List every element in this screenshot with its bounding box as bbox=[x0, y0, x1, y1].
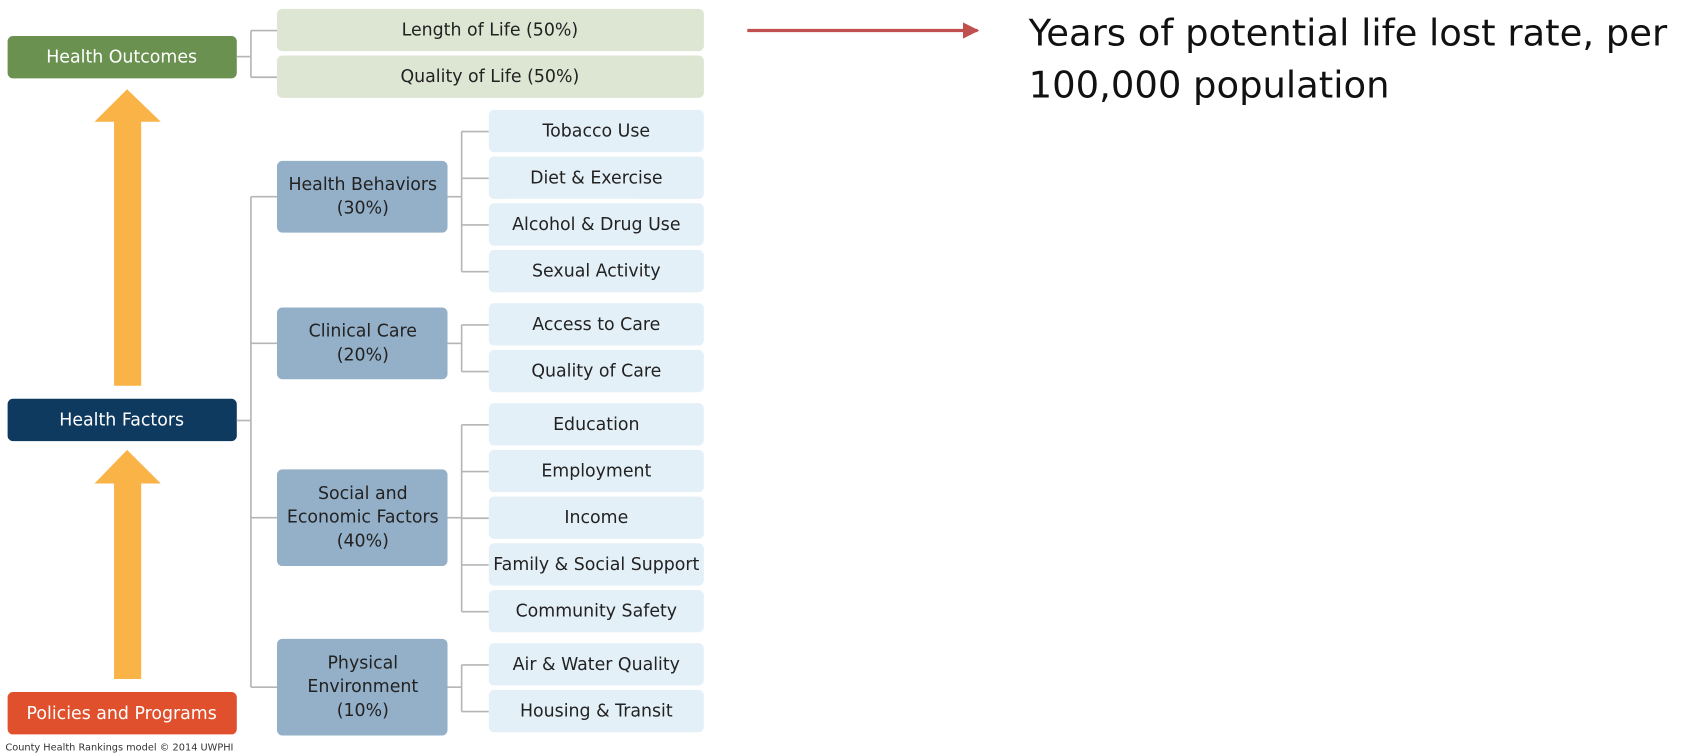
factor-box bbox=[276, 638, 448, 736]
label: Family & Social Support bbox=[493, 555, 699, 575]
factor-item bbox=[488, 689, 704, 733]
label: Income bbox=[564, 508, 628, 528]
factor-box bbox=[276, 160, 448, 233]
label: (20%) bbox=[337, 345, 389, 365]
factor-item bbox=[488, 156, 704, 199]
label: Access to Care bbox=[532, 315, 660, 335]
factor-item bbox=[488, 249, 704, 293]
label: Alcohol & Drug Use bbox=[512, 215, 680, 235]
outcome-box bbox=[276, 55, 704, 98]
note-text: 100,000 population bbox=[1029, 64, 1390, 107]
factor-item bbox=[488, 109, 704, 153]
label: Community Safety bbox=[516, 602, 678, 622]
label: Economic Factors bbox=[287, 508, 439, 528]
factor-box bbox=[276, 469, 448, 567]
label: (10%) bbox=[337, 701, 389, 721]
factor-item bbox=[488, 449, 704, 493]
factor-item bbox=[488, 403, 704, 446]
factor-item bbox=[488, 643, 704, 686]
label: Health Outcomes bbox=[46, 48, 197, 68]
label: Quality of Care bbox=[531, 362, 661, 382]
up-arrow bbox=[94, 449, 161, 680]
label: Policies and Programs bbox=[27, 704, 217, 724]
footer: County Health Rankings model © 2014 UWPH… bbox=[5, 742, 233, 753]
factor-item bbox=[488, 303, 704, 346]
left-node bbox=[7, 398, 237, 442]
label: Social and bbox=[318, 484, 408, 504]
label: Education bbox=[553, 415, 639, 435]
label: Sexual Activity bbox=[532, 262, 661, 282]
up-arrow bbox=[94, 89, 161, 386]
label: Air & Water Quality bbox=[513, 655, 680, 675]
label: Quality of Life (50%) bbox=[401, 67, 580, 87]
factor-item bbox=[488, 496, 704, 539]
label: Employment bbox=[541, 462, 651, 482]
label: (40%) bbox=[337, 532, 389, 552]
label: Diet & Exercise bbox=[530, 168, 662, 188]
label: Environment bbox=[307, 677, 418, 697]
label: Clinical Care bbox=[309, 321, 417, 341]
factor-item bbox=[488, 543, 704, 586]
label: Physical bbox=[327, 653, 398, 673]
label: Health Behaviors bbox=[288, 175, 437, 195]
outcome-box bbox=[276, 8, 704, 52]
label: Tobacco Use bbox=[542, 122, 651, 142]
label: Housing & Transit bbox=[520, 702, 673, 722]
left-node bbox=[7, 35, 237, 79]
label: Health Factors bbox=[59, 410, 184, 430]
factor-item bbox=[488, 589, 704, 633]
factor-item bbox=[488, 203, 704, 246]
factor-item bbox=[488, 349, 704, 393]
label: (30%) bbox=[337, 199, 389, 219]
note-text: Years of potential life lost rate, per bbox=[1028, 11, 1668, 54]
label: Length of Life (50%) bbox=[402, 21, 579, 41]
left-node bbox=[7, 692, 237, 735]
factor-box bbox=[276, 307, 448, 380]
